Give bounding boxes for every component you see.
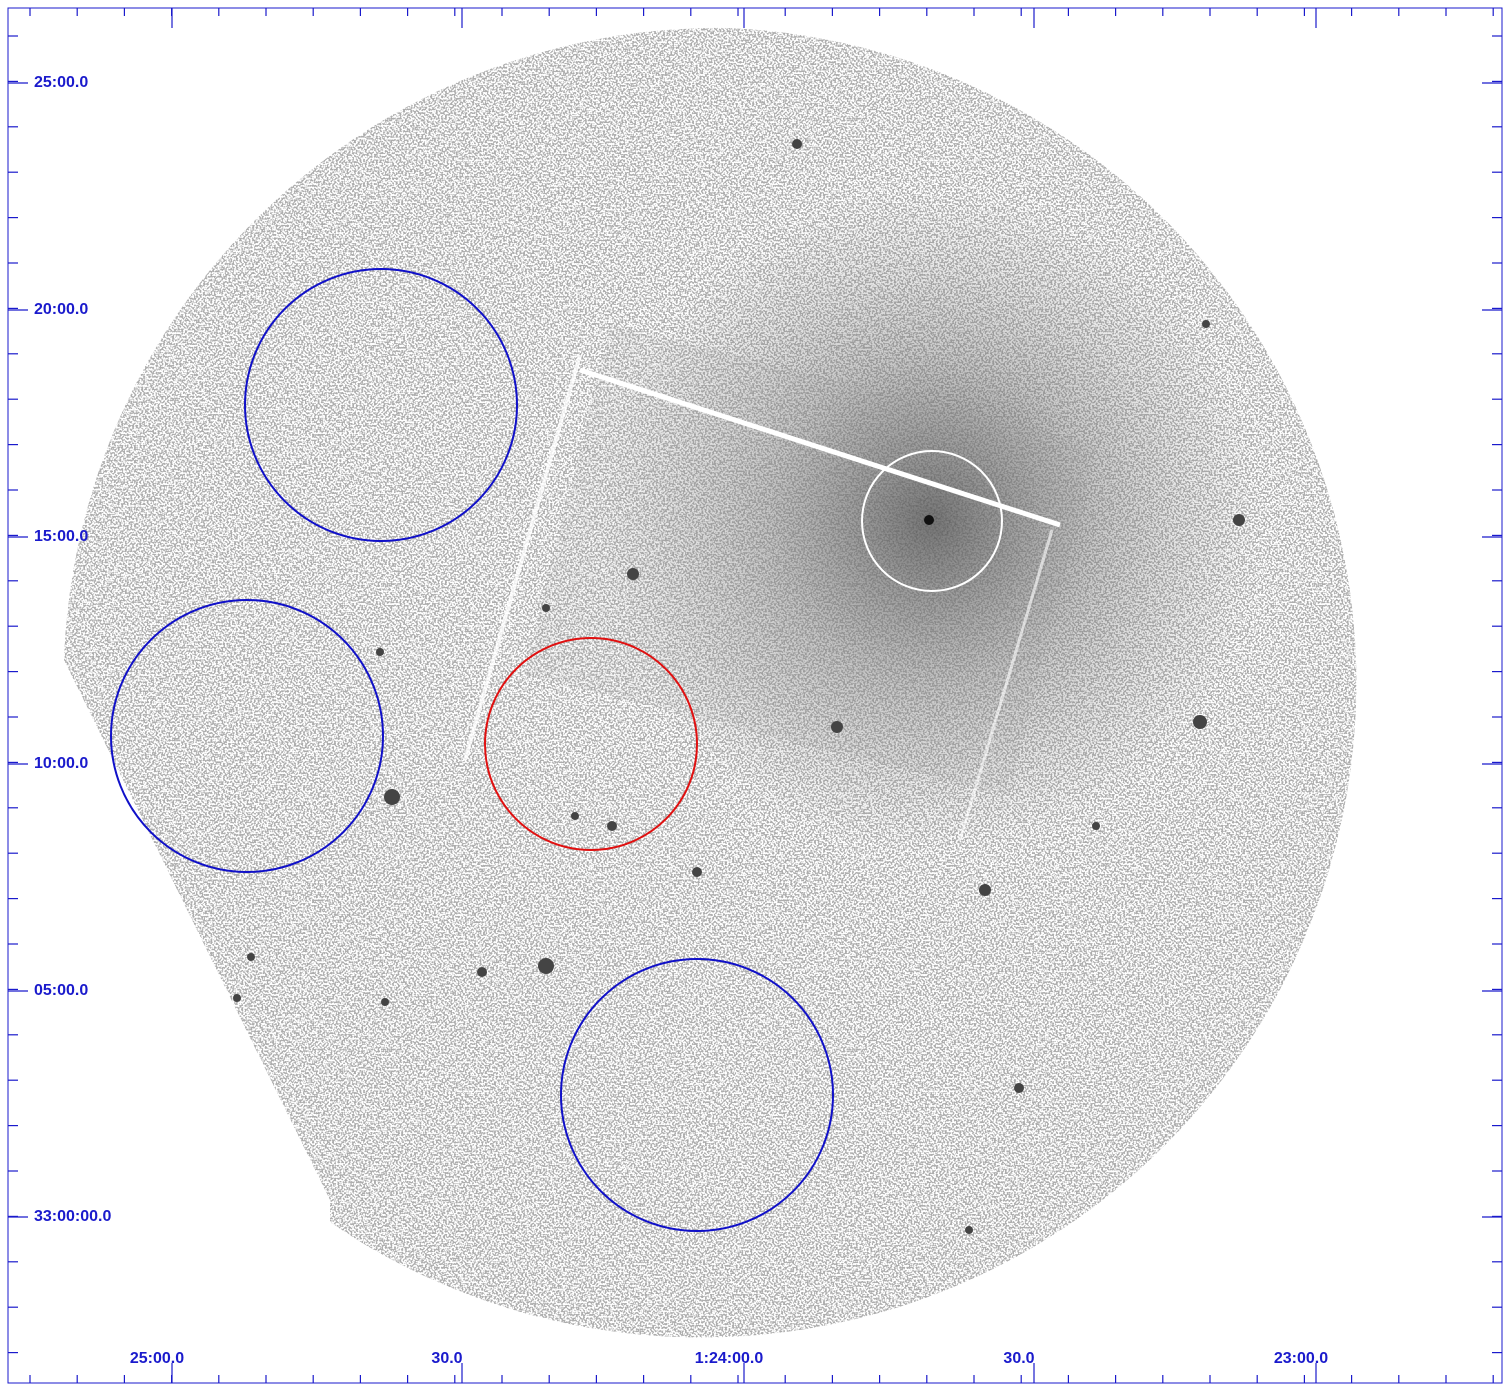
y-tick-label: 20:00.0: [34, 301, 88, 318]
y-tick-label: 25:00.0: [34, 74, 88, 91]
x-tick-label: 23:00.0: [1274, 1350, 1328, 1367]
sky-image-viewer: 25:00.0 20:00.0 15:00.0 10:00.0 05:00.0 33:00…: [0, 0, 1505, 1386]
x-tick-label: 30.0: [1003, 1350, 1034, 1367]
y-tick-label: 10:00.0: [34, 755, 88, 772]
x-tick-label: 1:24:00.0: [695, 1350, 764, 1367]
y-tick-label: 05:00.0: [34, 982, 88, 999]
y-tick-label: 33:00:00.0: [34, 1208, 111, 1225]
y-tick-label: 15:00.0: [34, 528, 88, 545]
x-tick-label: 25:00.0: [130, 1350, 184, 1367]
x-tick-label: 30.0: [431, 1350, 462, 1367]
